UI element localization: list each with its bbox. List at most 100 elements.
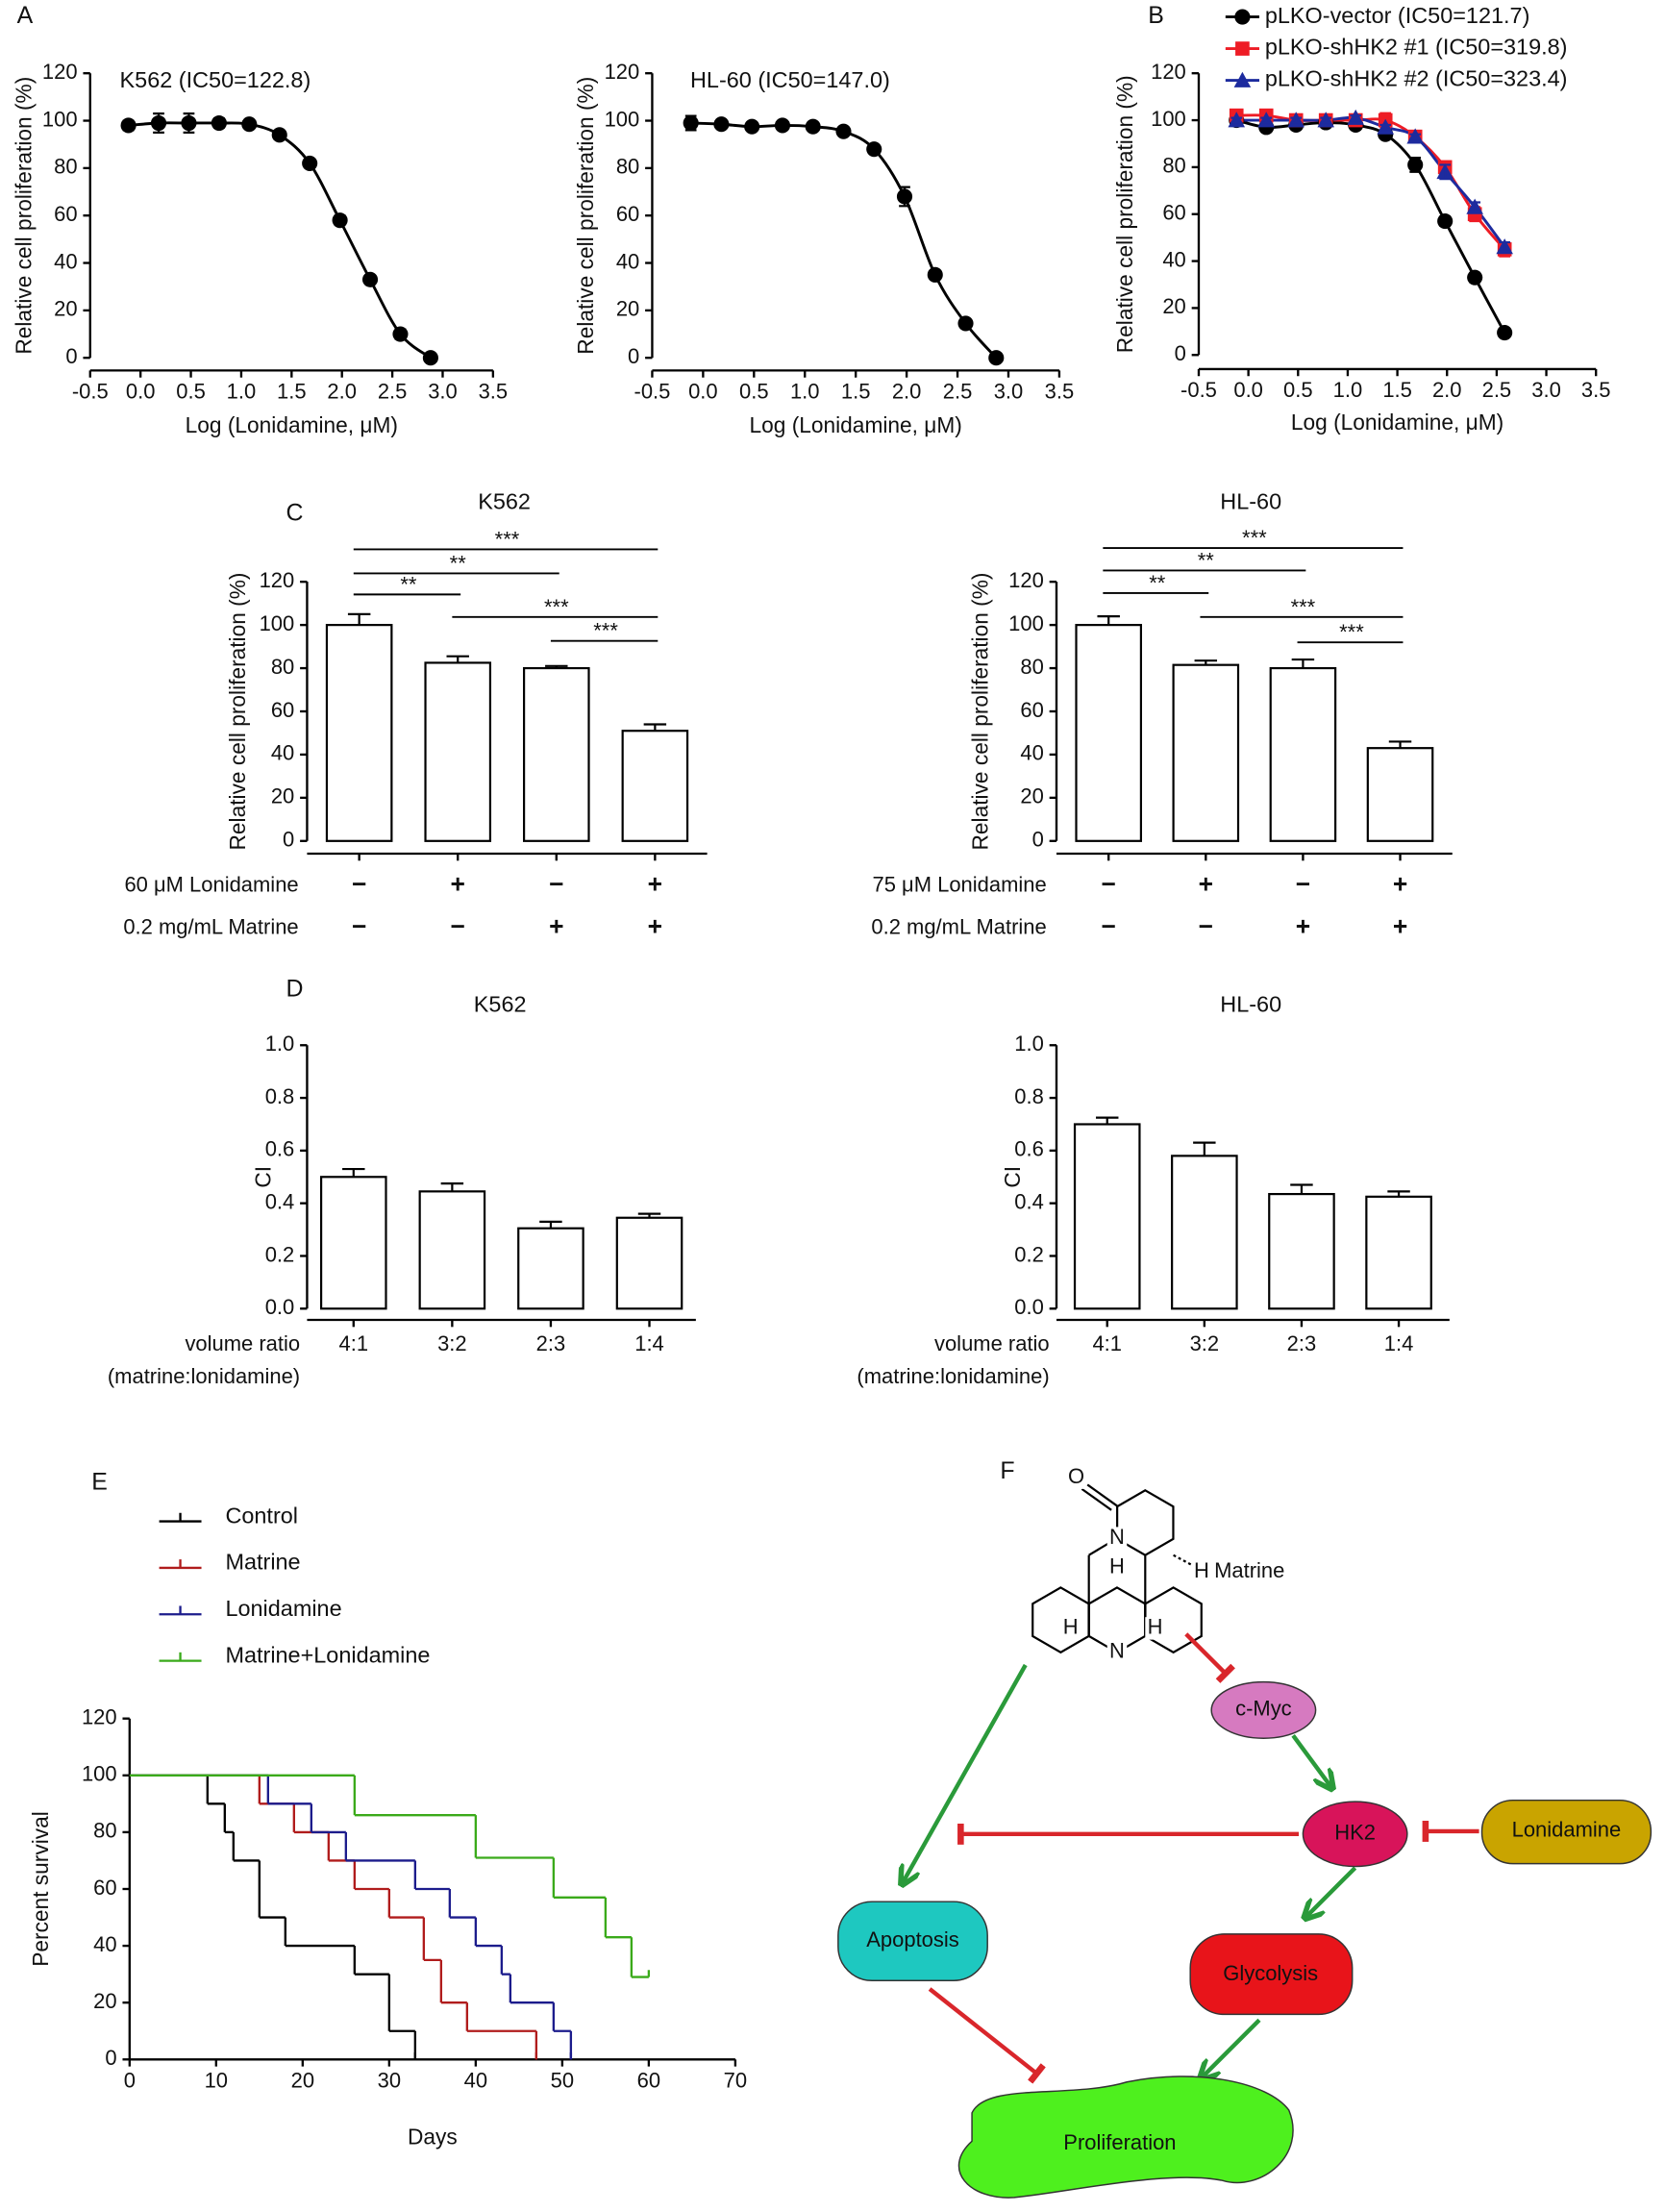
condition-sign: + <box>1199 870 1213 899</box>
x-tick-label: 50 <box>551 2069 574 2093</box>
node-shape <box>1302 1801 1408 1868</box>
atom-bg <box>1106 1641 1128 1664</box>
significance-label: *** <box>1291 595 1316 619</box>
error-bar <box>777 121 788 130</box>
error-bar <box>746 123 758 131</box>
x-tick-label: 2.5 <box>378 380 408 404</box>
legend-label: Matrine+Lonidamine <box>225 1642 430 1667</box>
panel-label: F <box>1000 1457 1014 1484</box>
error-bar <box>899 186 910 208</box>
condition-sign: − <box>352 870 366 899</box>
condition-label: 75 μM Lonidamine <box>873 872 1047 896</box>
error-bar <box>959 319 972 327</box>
y-tick-label: 0 <box>65 344 77 368</box>
significance-label: *** <box>1242 526 1267 550</box>
error-bar <box>440 1182 464 1192</box>
bar <box>1269 666 1337 842</box>
error-bar <box>1194 659 1218 665</box>
y-tick-label: 80 <box>1020 655 1043 679</box>
arrow <box>1291 1733 1332 1789</box>
x-tick-label: 3.0 <box>994 380 1024 404</box>
x-tick-label: 0 <box>124 2069 136 2093</box>
error-bar <box>1350 114 1362 122</box>
error-bar <box>153 112 164 134</box>
y-axis-title: CI <box>1000 1166 1025 1188</box>
x-tick-label: 0.5 <box>1283 378 1313 402</box>
y-tick-label: 0.0 <box>1014 1295 1044 1319</box>
x-tick-label: 20 <box>291 2069 314 2093</box>
y-axis-title: Relative cell proliferation (%) <box>1112 75 1137 353</box>
node-label: Glycolysis <box>1223 1961 1318 1985</box>
panel-label: D <box>286 976 303 1003</box>
x-tick-label: 3.5 <box>1045 380 1075 404</box>
arrow <box>1305 1866 1357 1919</box>
error-bar <box>243 120 256 128</box>
bar <box>1172 663 1240 842</box>
node-shape <box>837 1901 988 1981</box>
x-axis-title: Log (Lonidamine, μM) <box>186 412 398 437</box>
significance-label: ** <box>450 551 467 575</box>
x-tick-label: 4:1 <box>1092 1331 1122 1355</box>
y-axis-title: Relative cell proliferation (%) <box>225 573 250 851</box>
y-tick-label: 80 <box>271 655 294 679</box>
atom-bg <box>1066 1466 1086 1489</box>
x-tick-label: 1.0 <box>790 380 820 404</box>
error-bar <box>1290 1183 1313 1195</box>
atom-bg <box>1106 1556 1128 1579</box>
error-bar <box>1469 201 1481 213</box>
y-tick-label: 60 <box>1020 698 1043 722</box>
y-tick-label: 80 <box>616 155 639 179</box>
error-bar <box>545 664 568 669</box>
error-bar <box>1230 116 1243 124</box>
error-bar <box>1379 123 1392 131</box>
y-tick-label: 100 <box>1008 611 1044 635</box>
condition-sign: + <box>549 912 563 941</box>
error-bar <box>394 328 407 340</box>
condition-sign: + <box>451 870 465 899</box>
error-bar <box>868 145 881 153</box>
y-tick-label: 0.2 <box>1014 1242 1044 1266</box>
y-tick-label: 120 <box>605 60 640 84</box>
error-bar <box>1499 240 1511 253</box>
annotation: K562 (IC50=122.8) <box>120 67 311 92</box>
error-bar <box>1388 740 1412 749</box>
y-tick-label: 80 <box>93 1819 116 1843</box>
y-tick-label: 1.0 <box>1014 1031 1044 1056</box>
y-tick-label: 20 <box>271 784 294 808</box>
x-axis-title: volume ratio <box>934 1331 1050 1355</box>
legend-label: pLKO-vector (IC50=121.7) <box>1265 3 1530 28</box>
x-tick-label: -0.5 <box>1180 378 1217 402</box>
legend-label: pLKO-shHK2 #2 (IC50=323.4) <box>1265 66 1568 91</box>
chart-title: HL-60 <box>1220 991 1281 1016</box>
y-tick-label: 0 <box>1175 341 1186 365</box>
bar <box>517 1227 584 1310</box>
node-label: Proliferation <box>1063 2130 1176 2154</box>
bar <box>621 730 689 842</box>
error-bar <box>1409 157 1422 173</box>
y-tick-label: 0.8 <box>265 1084 295 1108</box>
error-bar <box>364 276 376 284</box>
y-tick-label: 100 <box>605 107 640 131</box>
condition-sign: + <box>648 870 662 899</box>
x-tick-label: 30 <box>378 2069 401 2093</box>
x-tick-label: 2.5 <box>1482 378 1512 402</box>
y-tick-label: 20 <box>1162 294 1185 318</box>
y-tick-label: 100 <box>42 107 78 131</box>
legend-label: pLKO-shHK2 #1 (IC50=319.8) <box>1265 35 1568 60</box>
y-tick-label: 100 <box>260 611 295 635</box>
significance-label: *** <box>495 527 520 551</box>
bar <box>1171 1155 1238 1310</box>
inhibition <box>1184 1632 1235 1683</box>
y-tick-label: 120 <box>82 1704 117 1728</box>
error-bar <box>122 119 135 132</box>
inhibition <box>928 1987 1046 2084</box>
y-tick-label: 60 <box>93 1876 116 1900</box>
x-tick-label: 10 <box>205 2069 228 2093</box>
arrow <box>1200 2018 1261 2079</box>
y-tick-label: 60 <box>271 698 294 722</box>
error-bar <box>929 271 941 279</box>
significance-label: ** <box>1149 571 1166 595</box>
error-bar <box>342 1167 365 1178</box>
y-axis-title: CI <box>250 1166 275 1188</box>
